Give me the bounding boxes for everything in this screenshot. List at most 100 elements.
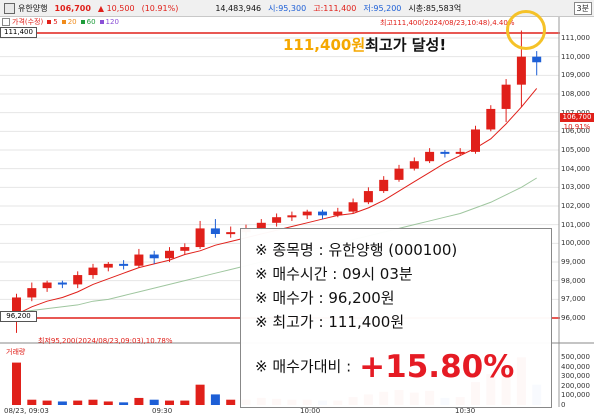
high-price: 고:111,400 (313, 3, 357, 13)
ma5-label[interactable]: 5 (53, 18, 58, 26)
announcement-text: 최고가 달성! (365, 35, 447, 54)
max-price-note: 최고111,400(2024/08/23,10:48),4.40% (380, 19, 515, 27)
candle-body[interactable] (409, 161, 419, 169)
time-tick-label: 08/23, 09:03 (4, 407, 49, 415)
summary-stock-name: ※ 종목명 : 유한양행 (000100) (255, 241, 458, 259)
ma120-swatch (99, 20, 104, 24)
candle-body[interactable] (12, 297, 21, 315)
volume-bar (27, 399, 37, 405)
candle-body[interactable] (272, 217, 282, 223)
summary-buy-time: ※ 매수시간 : 09시 03분 (255, 265, 413, 283)
price-tick-label: 104,000 (561, 164, 590, 173)
volume-bar (12, 362, 21, 405)
candle-body[interactable] (440, 151, 450, 154)
candle-body[interactable] (318, 211, 327, 216)
candle-body[interactable] (256, 222, 266, 229)
legend-price-label[interactable]: 가격(수정) (12, 18, 44, 26)
candle-body[interactable] (180, 247, 190, 251)
volume-bar (103, 401, 113, 405)
candle-body[interactable] (210, 228, 220, 234)
indicator-legend: 가격(수정) 5 20 60 120 (2, 17, 119, 27)
volume-bar (57, 401, 67, 405)
stock-info-bar: 유한양행 106,700 ▲ 10,500 (10.91%) 14,483,94… (0, 0, 594, 17)
legend-toggle-icon[interactable] (2, 18, 10, 26)
price-tick-label: 102,000 (561, 202, 590, 210)
price-change: ▲ 10,500 (97, 3, 135, 13)
price-tick-label: 109,000 (561, 71, 590, 80)
volume-tick-label: 0 (561, 400, 566, 409)
candle-body[interactable] (363, 191, 373, 203)
candle-body[interactable] (348, 202, 358, 212)
price-tick-label: 100,000 (561, 239, 590, 248)
candle-body[interactable] (455, 151, 465, 154)
candle-body[interactable] (302, 211, 312, 216)
price-tick-label: 110,000 (561, 52, 590, 61)
volume-tick-label: 200,000 (561, 381, 590, 390)
ma60-swatch (80, 20, 85, 24)
candle-body[interactable] (394, 168, 404, 180)
candle-body[interactable] (425, 151, 435, 162)
candle-body[interactable] (532, 56, 542, 63)
candle-body[interactable] (165, 250, 174, 259)
current-price-badge: 106,700 (560, 113, 594, 122)
volume-tick-label: 400,000 (561, 362, 590, 371)
candle-body[interactable] (42, 282, 52, 289)
candle-body[interactable] (333, 211, 343, 216)
volume-title: 거래량 (6, 348, 26, 356)
volume-bar (73, 400, 83, 405)
volume-bar (42, 400, 52, 405)
candle-body[interactable] (103, 263, 113, 268)
candle-body[interactable] (88, 267, 98, 276)
candle-body[interactable] (471, 129, 480, 152)
volume-bar (134, 397, 144, 405)
low-price: 저:95,200 (363, 3, 402, 13)
volume-bar (149, 399, 159, 405)
candle-body[interactable] (516, 56, 526, 85)
summary-return-label: ※ 매수가대비 : (255, 357, 352, 376)
current-price: 106,700 (54, 3, 91, 13)
volume-tick-label: 300,000 (561, 372, 590, 380)
summary-high-price: ※ 최고가 : 111,400원 (255, 313, 405, 331)
trade-summary-box: ※ 종목명 : 유한양행 (000100) ※ 매수시간 : 09시 03분 ※… (240, 228, 552, 408)
interval-selector[interactable]: 3분 (573, 2, 592, 15)
volume-bar (195, 384, 205, 405)
volume-tick-label: 100,000 (561, 391, 590, 399)
ma20-swatch (61, 20, 66, 24)
lock-icon[interactable] (4, 3, 15, 14)
volume-value: 14,483,946 (215, 3, 262, 13)
candle-body[interactable] (149, 254, 159, 259)
candle-body[interactable] (287, 215, 297, 218)
candle-body[interactable] (195, 228, 205, 248)
candle-body[interactable] (57, 282, 67, 285)
open-price: 시:95,300 (268, 3, 307, 13)
volume-bar (210, 394, 220, 405)
volume-bar (119, 402, 129, 405)
price-change-pct: (10.91%) (141, 3, 179, 13)
current-pct-label: 10.91% (563, 123, 591, 131)
candle-body[interactable] (226, 232, 236, 235)
ma60-label[interactable]: 60 (86, 18, 96, 26)
candle-body[interactable] (27, 288, 37, 298)
price-tick-label: 106,000 (561, 127, 590, 136)
ma120-label[interactable]: 120 (105, 18, 119, 26)
candle-body[interactable] (486, 108, 496, 130)
price-tick-label: 97,000 (561, 295, 586, 304)
min-price-note: 최저95,200(2024/08/23,09:03),10.78% (38, 337, 173, 345)
price-tick-label: 96,000 (561, 314, 586, 322)
stock-name[interactable]: 유한양행 (18, 3, 48, 13)
summary-buy-price: ※ 매수가 : 96,200원 (255, 289, 395, 307)
summary-return-pct: +15.80% (359, 349, 515, 385)
candle-body[interactable] (134, 254, 144, 266)
candle-body[interactable] (73, 275, 83, 285)
announcement-price: 111,400원 (283, 35, 366, 54)
price-tick-label: 108,000 (561, 90, 590, 98)
price-tick-label: 98,000 (561, 276, 586, 285)
high-point-highlight-ring (506, 10, 546, 50)
ma20-label[interactable]: 20 (67, 18, 77, 26)
candle-body[interactable] (501, 84, 511, 109)
candle-body[interactable] (119, 263, 129, 266)
price-tick-label: 107,000 (561, 109, 590, 117)
candle-body[interactable] (379, 179, 389, 192)
time-tick-label: 09:30 (152, 407, 173, 415)
